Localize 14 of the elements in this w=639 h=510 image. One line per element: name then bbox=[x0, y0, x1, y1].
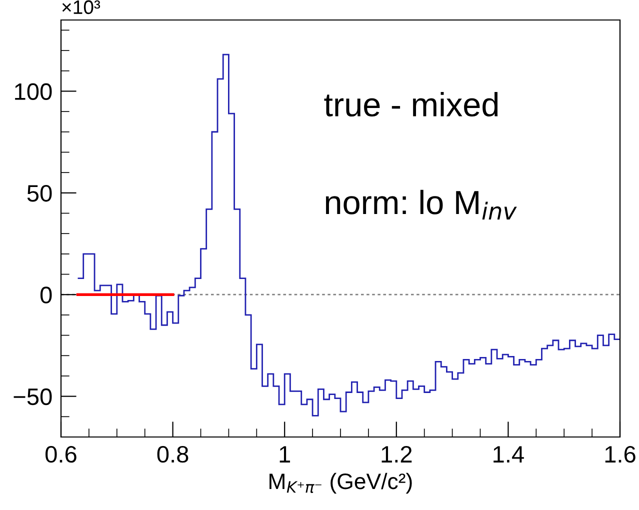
x-tick-label: 1.2 bbox=[382, 446, 412, 462]
x-tick-label: 0.6 bbox=[46, 446, 76, 463]
x-tick-label: 1.6 bbox=[605, 446, 636, 463]
y-tick-label: 50 bbox=[27, 184, 52, 202]
x-tick-label: 1.4 bbox=[494, 446, 524, 462]
x-tick-label: 1 bbox=[280, 446, 290, 462]
annotation: true - mixed bbox=[324, 92, 498, 117]
y-tick-label: 0 bbox=[40, 286, 52, 304]
y-tick-label: −50 bbox=[14, 388, 52, 406]
annotation: norm: lo M$_{inv}$ bbox=[326, 190, 517, 220]
y-tick-label: 100 bbox=[15, 83, 52, 100]
text: ×10³ bbox=[62, 0, 100, 14]
x-axis-title: M$_{K⁺π⁻}$ (GeV/c²) bbox=[270, 472, 412, 494]
x-tick-label: 0.8 bbox=[157, 446, 188, 463]
